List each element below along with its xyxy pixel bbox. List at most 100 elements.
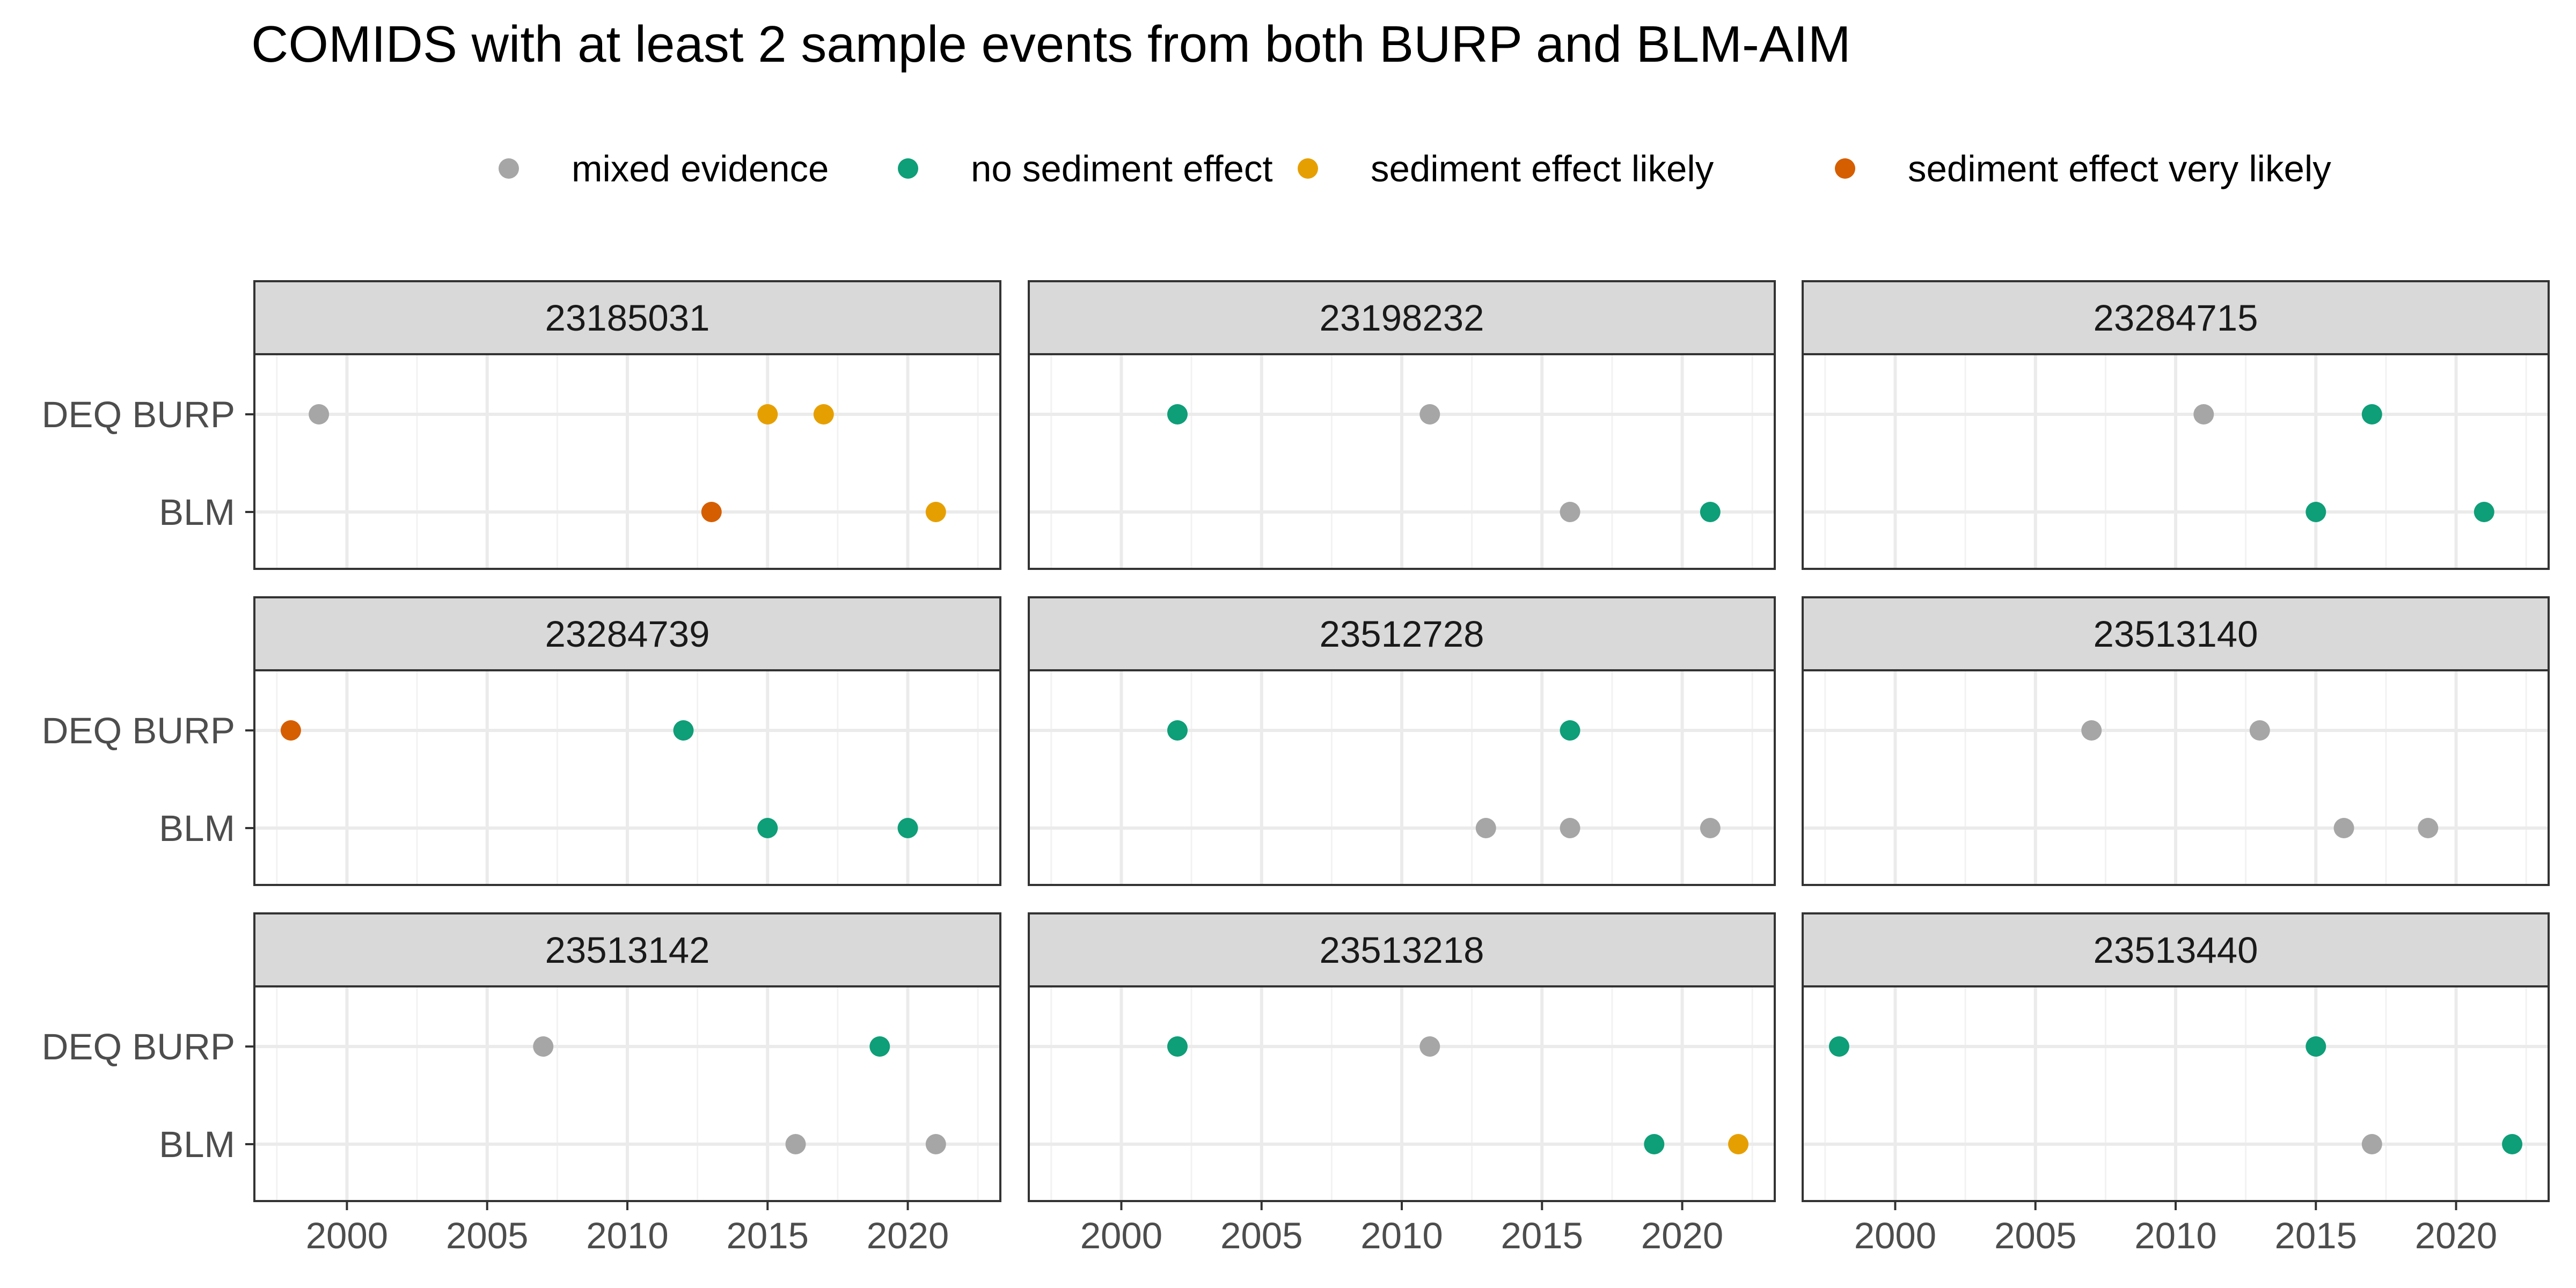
- data-point: [2361, 404, 2382, 425]
- data-point: [2306, 502, 2326, 522]
- data-point: [2333, 818, 2354, 838]
- facet-panel: 23198232: [1028, 280, 1776, 570]
- panel-border: [1028, 669, 1776, 886]
- x-tick-label: 2000: [306, 1215, 389, 1256]
- facet-panel: 23513142 DEQ BURP BLM 2000 2005 2010 2015 2020: [42, 912, 1001, 1256]
- y-tick-label: BLM: [159, 492, 235, 533]
- facet-strip: [253, 280, 1001, 355]
- x-tick-label: 2000: [1854, 1215, 1937, 1256]
- data-point: [2193, 404, 2214, 425]
- facet-panel: 23513218 2000 2005 2010 2015 2020: [1028, 912, 1776, 1256]
- facet-panel: 23284739 DEQ BURP BLM: [42, 596, 1001, 886]
- data-point: [1728, 1134, 1749, 1154]
- facet-strip-label: 23198232: [1320, 297, 1484, 339]
- panel-border: [1802, 353, 2550, 570]
- x-tick-label: 2010: [1360, 1215, 1443, 1256]
- legend-item-likely: sediment effect likely: [1298, 148, 1714, 189]
- legend-swatch-very: [1835, 158, 1855, 179]
- panel-border: [253, 353, 1001, 570]
- legend-label-likely: sediment effect likely: [1371, 148, 1714, 189]
- y-tick-label: DEQ BURP: [42, 394, 235, 435]
- y-tick-label: BLM: [159, 1124, 235, 1165]
- x-tick-label: 2015: [727, 1215, 809, 1256]
- data-point: [2502, 1134, 2523, 1154]
- facet-strip: [1802, 912, 2550, 987]
- facet-strip: [253, 596, 1001, 671]
- data-point: [813, 404, 834, 425]
- legend-label-mixed: mixed evidence: [572, 148, 829, 189]
- data-point: [1560, 502, 1580, 522]
- x-tick-label: 2010: [2134, 1215, 2217, 1256]
- facet-strip-label: 23284715: [2094, 297, 2258, 339]
- data-point: [1700, 818, 1721, 838]
- data-point: [533, 1036, 554, 1057]
- legend-swatch-likely: [1298, 158, 1318, 179]
- chart-title: COMIDS with at least 2 sample events fro…: [251, 16, 1851, 73]
- facet-strip: [1028, 280, 1776, 355]
- facet-strip: [253, 912, 1001, 987]
- x-tick-label: 2020: [867, 1215, 949, 1256]
- data-point: [925, 502, 946, 522]
- data-point: [785, 1134, 806, 1154]
- data-point: [2418, 818, 2439, 838]
- data-point: [2306, 1036, 2326, 1057]
- x-tick-label: 2000: [1080, 1215, 1163, 1256]
- data-point: [1644, 1134, 1665, 1154]
- data-point: [673, 720, 694, 741]
- data-point: [1828, 1036, 1849, 1057]
- x-tick-label: 2015: [2275, 1215, 2358, 1256]
- facet-strip: [1028, 912, 1776, 987]
- panel-border: [253, 669, 1001, 886]
- data-point: [280, 720, 301, 741]
- data-point: [1419, 404, 1440, 425]
- data-point: [757, 818, 778, 838]
- facet-strip-label: 23513218: [1320, 930, 1484, 971]
- data-point: [1475, 818, 1496, 838]
- x-tick-label: 2020: [1641, 1215, 1724, 1256]
- data-point: [1560, 720, 1580, 741]
- legend-item-very: sediment effect very likely: [1835, 148, 2331, 189]
- data-point: [1560, 818, 1580, 838]
- facet-strip-label: 23284739: [545, 613, 710, 655]
- data-point: [1167, 720, 1188, 741]
- y-tick-label: DEQ BURP: [42, 1026, 235, 1067]
- panel-border: [1028, 353, 1776, 570]
- x-tick-label: 2010: [586, 1215, 669, 1256]
- x-tick-label: 2020: [2415, 1215, 2498, 1256]
- facet-panels: 23185031 DEQ BURP BLM 23198232 23284715 23284…: [42, 280, 2550, 1256]
- facet-panel: 23185031 DEQ BURP BLM: [42, 280, 1001, 570]
- facet-strip: [1028, 596, 1776, 671]
- legend-label-none: no sediment effect: [971, 148, 1273, 189]
- facet-panel: 23513140: [1802, 596, 2550, 886]
- legend-swatch-mixed: [499, 158, 519, 179]
- data-point: [897, 818, 918, 838]
- x-tick-label: 2005: [1994, 1215, 2077, 1256]
- y-tick-label: DEQ BURP: [42, 710, 235, 751]
- legend-swatch-none: [898, 158, 918, 179]
- data-point: [2361, 1134, 2382, 1154]
- data-point: [1419, 1036, 1440, 1057]
- facet-panel: 23284715: [1802, 280, 2550, 570]
- facet-strip: [1802, 596, 2550, 671]
- facet-strip-label: 23185031: [545, 297, 710, 339]
- legend-item-none: no sediment effect: [898, 148, 1273, 189]
- data-point: [1167, 404, 1188, 425]
- facet-strip-label: 23513440: [2094, 930, 2258, 971]
- data-point: [2081, 720, 2102, 741]
- legend-item-mixed: mixed evidence: [499, 148, 829, 189]
- data-point: [2249, 720, 2270, 741]
- facet-panel: 23513440 2000 2005 2010 2015 2020: [1802, 912, 2550, 1256]
- facet-strip-label: 23512728: [1320, 613, 1484, 655]
- facet-strip-label: 23513142: [545, 930, 710, 971]
- data-point: [701, 502, 722, 522]
- data-point: [2473, 502, 2494, 522]
- panel-border: [1802, 669, 2550, 886]
- facet-strip-label: 23513140: [2094, 613, 2258, 655]
- x-tick-label: 2005: [1220, 1215, 1303, 1256]
- data-point: [757, 404, 778, 425]
- data-point: [1167, 1036, 1188, 1057]
- data-point: [869, 1036, 890, 1057]
- facet-strip: [1802, 280, 2550, 355]
- data-point: [925, 1134, 946, 1154]
